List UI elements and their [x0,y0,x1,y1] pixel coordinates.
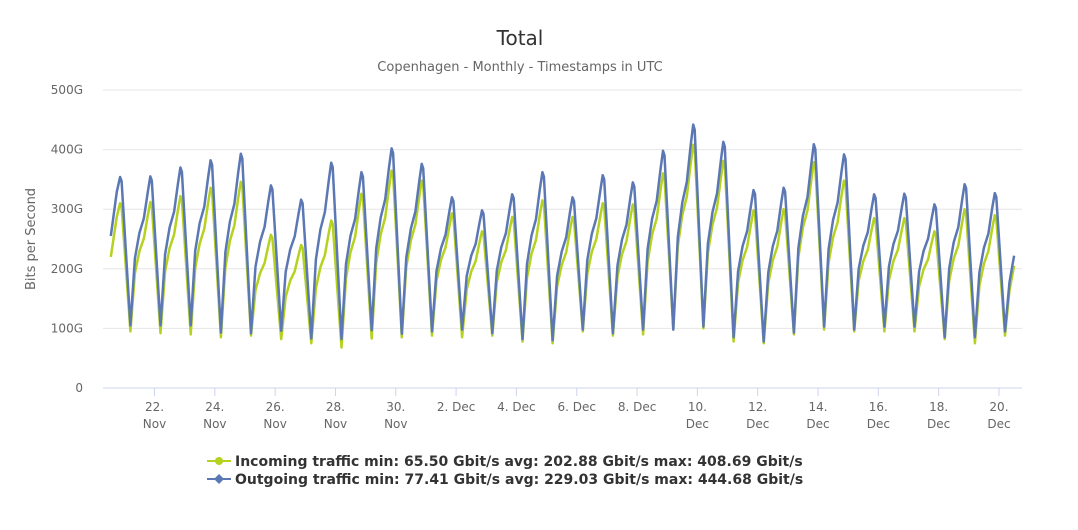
x-tick-label: Dec [987,417,1010,431]
diamond-marker-icon [214,474,224,484]
x-tick-label: 28. [326,400,345,414]
legend-label: Outgoing traffic min: 77.41 Gbit/s avg: … [235,472,803,488]
x-tick-label: 6. Dec [557,400,595,414]
chart-subtitle: Copenhagen - Monthly - Timestamps in UTC [377,60,662,75]
x-tick-label: 2. Dec [437,400,475,414]
chart-title: Total [496,26,544,50]
x-tick-label: Nov [384,417,407,431]
y-tick-label: 400G [51,143,83,157]
x-tick-label: 12. [748,400,767,414]
x-tick-label: 26. [266,400,285,414]
circle-marker-icon [215,457,223,465]
x-tick-label: 8. Dec [618,400,656,414]
series-line-outgoing-traffic [109,123,1016,343]
x-tick-label: 16. [869,400,888,414]
x-tick-label: Dec [867,417,890,431]
x-tick-label: 20. [989,400,1008,414]
x-tick-label: Dec [927,417,950,431]
x-tick-label: 4. Dec [497,400,535,414]
x-tick-label: 10. [688,400,707,414]
y-axis-label: Bits per Second [24,188,39,290]
legend-item[interactable]: Incoming traffic min: 65.50 Gbit/s avg: … [207,454,803,470]
x-tick-label: Nov [324,417,347,431]
legend-label: Incoming traffic min: 65.50 Gbit/s avg: … [235,454,803,470]
x-tick-label: Dec [806,417,829,431]
x-tick-label: 24. [205,400,224,414]
y-tick-label: 200G [51,262,83,276]
x-tick-label: Nov [143,417,166,431]
y-tick-label: 500G [51,83,83,97]
y-tick-label: 0 [75,381,83,395]
x-tick-label: Dec [746,417,769,431]
x-tick-label: 30. [386,400,405,414]
y-tick-label: 100G [51,321,83,335]
y-tick-label: 300G [51,202,83,216]
x-tick-label: 18. [929,400,948,414]
x-tick-label: Nov [203,417,226,431]
x-tick-label: Nov [263,417,286,431]
x-tick-label: 14. [808,400,827,414]
series-line-incoming-traffic [109,143,1016,349]
x-tick-label: 22. [145,400,164,414]
legend-item[interactable]: Outgoing traffic min: 77.41 Gbit/s avg: … [207,472,803,488]
x-tick-label: Dec [686,417,709,431]
